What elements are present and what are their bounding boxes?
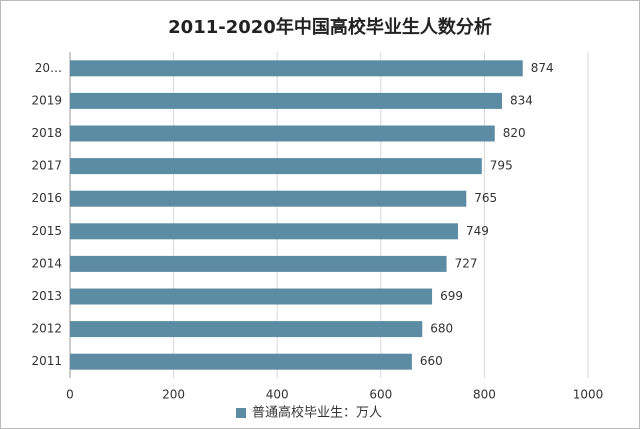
x-tick-label: 400	[266, 388, 289, 402]
x-tick-label: 600	[369, 388, 392, 402]
y-tick-label: 2015	[31, 224, 62, 238]
y-tick-label: 2014	[31, 256, 62, 270]
legend-swatch	[236, 408, 246, 418]
bar	[70, 190, 467, 207]
chart-title: 2011-2020年中国高校毕业生人数分析	[168, 16, 492, 38]
value-label: 820	[503, 126, 526, 140]
y-tick-label: 2011	[31, 354, 62, 368]
y-tick-label: 2016	[31, 191, 62, 205]
bar	[70, 223, 458, 240]
value-label: 765	[474, 191, 497, 205]
bar	[70, 288, 433, 305]
x-tick-label: 0	[66, 388, 74, 402]
bar	[70, 158, 482, 175]
bar	[70, 255, 447, 272]
value-label: 727	[455, 256, 478, 270]
y-tick-label: 2012	[31, 322, 62, 336]
value-label: 874	[531, 61, 554, 75]
value-label: 680	[430, 322, 453, 336]
y-tick-label: 2017	[31, 159, 62, 173]
x-tick-label: 800	[473, 388, 496, 402]
y-tick-label: 2019	[31, 93, 62, 107]
value-label: 795	[490, 159, 513, 173]
value-label: 834	[510, 93, 533, 107]
bar	[70, 92, 503, 109]
value-label: 749	[466, 224, 489, 238]
bar	[70, 321, 423, 338]
bar	[70, 60, 523, 77]
y-tick-label: 2013	[31, 289, 62, 303]
bar	[70, 353, 412, 370]
value-label: 660	[420, 354, 443, 368]
bar	[70, 125, 495, 142]
legend-label: 普通高校毕业生：万人	[252, 405, 382, 421]
value-label: 699	[440, 289, 463, 303]
y-tick-label: 20…	[35, 61, 62, 75]
y-tick-label: 2018	[31, 126, 62, 140]
x-tick-label: 1000	[573, 388, 604, 402]
x-tick-label: 200	[162, 388, 185, 402]
